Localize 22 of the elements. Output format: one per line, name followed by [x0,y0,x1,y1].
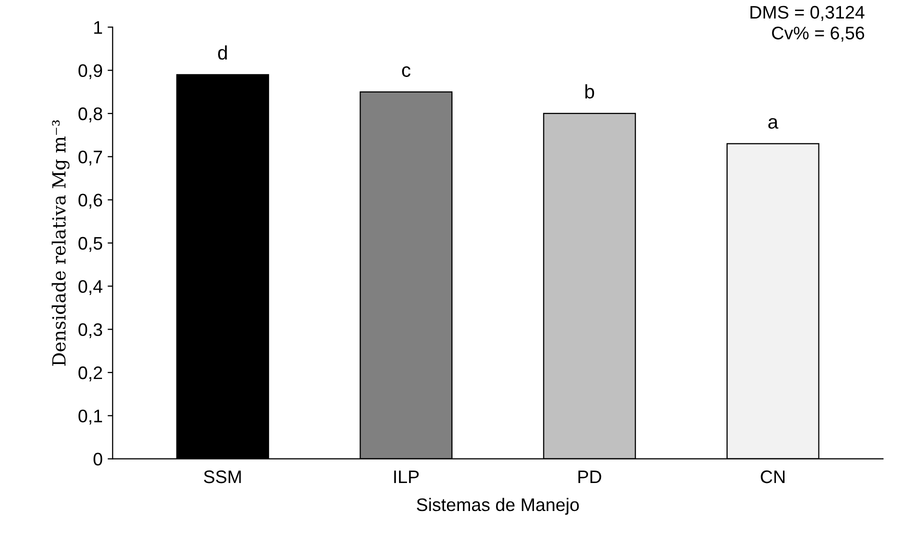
y-tick-label: 0,7 [78,150,102,166]
y-tick-label: 0,9 [78,64,102,80]
y-axis-title: Densidade relativa Mg m⁻³ [52,120,70,366]
annotation: c [402,66,410,77]
annotation: a [768,118,778,129]
x-tick-label: ILP [394,470,419,484]
y-tick-label: 0,2 [78,366,102,382]
y-tick-label: 0,8 [78,107,102,122]
y-tick-label: 0,1 [78,410,102,425]
x-tick-label: CN [760,470,784,484]
x-axis-title: Sistemas de Manejo [416,498,579,515]
x-tick-label: SSM [204,470,241,484]
y-tick-label: 1 [94,21,102,34]
y-tick-label: 0,3 [78,323,102,338]
annotation: DMS = 0,3124 Cv% = 6,56 [750,6,864,42]
x-tick-label: PD [578,470,602,484]
y-tick-label: 0,4 [78,280,102,296]
annotation: b [585,84,594,99]
annotation: d [218,45,227,60]
y-tick-label: 0,5 [78,236,102,252]
y-tick-label: 0,6 [78,194,102,209]
y-tick-label: 0 [94,452,102,466]
